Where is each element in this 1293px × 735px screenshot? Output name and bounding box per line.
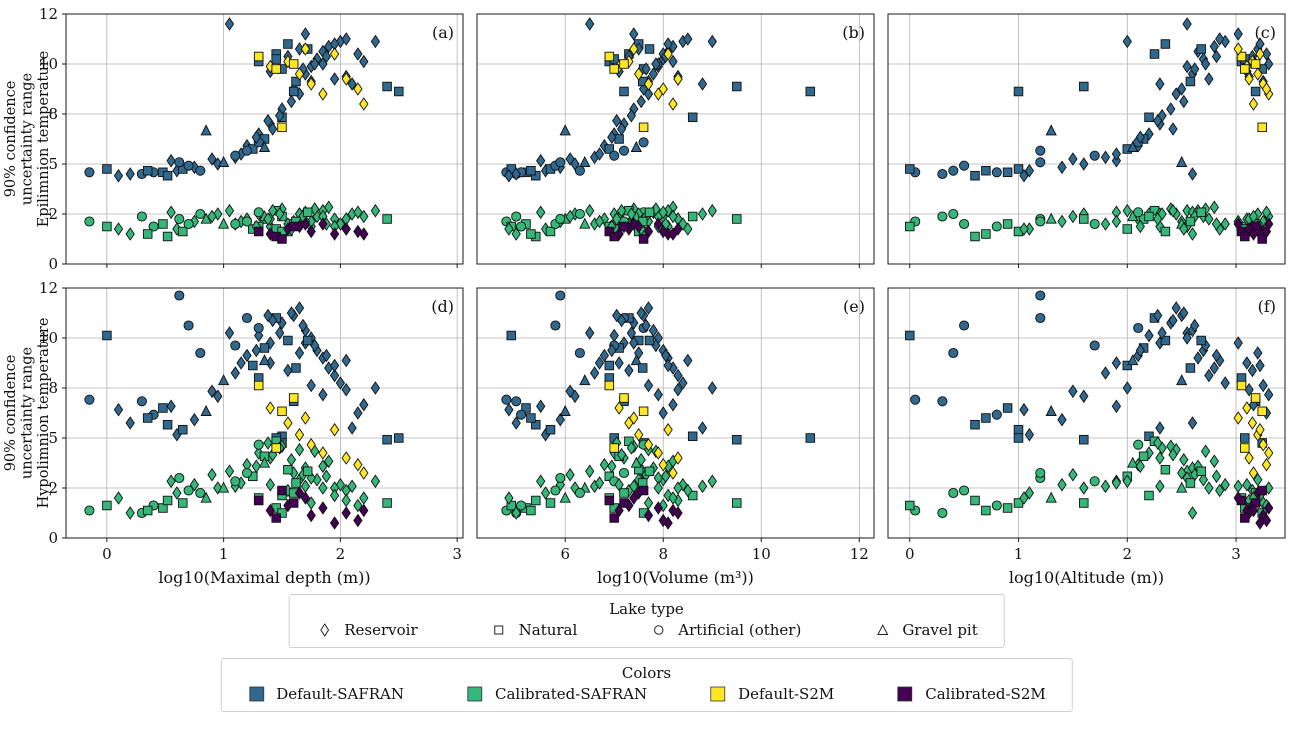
- y-tick-label: 12: [39, 5, 58, 23]
- lake-type-legend-item-square: Natural: [490, 621, 578, 639]
- lake-type-legend: Lake type Reservoir Natural Artificial (ot…: [288, 594, 1005, 648]
- lake-type-legend-item-triangle: Gravel pit: [873, 621, 978, 639]
- panel-tag: (c): [1255, 23, 1276, 42]
- y-tick-label: 2: [48, 205, 58, 223]
- colors-legend-title: Colors: [621, 664, 672, 682]
- y-tick-label: 12: [39, 279, 58, 297]
- x-tick-label: 1: [1014, 545, 1024, 563]
- y-axis-label-line: uncertainty range: [20, 73, 36, 205]
- triangle-icon: [876, 624, 888, 635]
- series-label: Calibrated-S2M: [925, 685, 1046, 703]
- x-axis-label: log10(Volume (m³)): [597, 568, 754, 587]
- x-axis-label: log10(Maximal depth (m)): [158, 568, 370, 587]
- panel-a: 0 2 5 8 10 12 (a): [39, 5, 464, 273]
- x-tick-label: 2: [1123, 545, 1133, 563]
- panel-b: (b): [476, 13, 875, 268]
- y-tick-label: 10: [39, 55, 58, 73]
- x-tick-label: 1: [219, 545, 229, 563]
- x-tick-label: 3: [1231, 545, 1241, 563]
- lake-type-legend-items: Reservoir Natural Artificial (other) Gravel…: [315, 621, 978, 639]
- lake-type-label: Artificial (other): [678, 621, 802, 639]
- series-label: Default-SAFRAN: [276, 685, 405, 703]
- panel-c: (c): [887, 13, 1286, 268]
- y-tick-label: 0: [48, 255, 58, 273]
- y-axis-label-line: 90% confidence: [3, 355, 19, 472]
- x-tick-label: 3: [452, 545, 462, 563]
- y-tick-label: 0: [48, 529, 58, 547]
- color-swatch: [467, 686, 483, 702]
- panel-tag: (d): [431, 297, 454, 316]
- panel-tag: (a): [432, 23, 454, 42]
- panel-tag: (f): [1258, 297, 1276, 316]
- lake-type-legend-item-circle: Artificial (other): [649, 621, 801, 639]
- y-axis-label-line: Hypolimnion temperature: [36, 318, 52, 509]
- square-icon: [494, 625, 504, 635]
- panel-tag: (b): [842, 23, 865, 42]
- lake-type-legend-title: Lake type: [609, 600, 684, 618]
- colors-legend: Colors Default-SAFRAN Calibrated-SAFRAN De…: [220, 658, 1073, 712]
- y-tick-label: 10: [39, 329, 58, 347]
- x-tick-label: 10: [752, 545, 771, 563]
- y-axis-label-line: uncertainty range: [20, 347, 36, 479]
- panel-e: 6 8 10 12 log10(Volume (m³)) (e): [476, 287, 875, 587]
- diamond-icon: [319, 623, 329, 637]
- panel-tag: (e): [843, 297, 865, 316]
- colors-legend-item-ds: Default-SAFRAN: [247, 685, 404, 703]
- x-tick-label: 0: [905, 545, 915, 563]
- x-tick-label: 2: [336, 545, 346, 563]
- panel-f: 0 1 2 3 log10(Altitude (m)) (f): [887, 287, 1286, 587]
- x-axis-label: log10(Altitude (m)): [1009, 568, 1164, 587]
- color-swatch: [248, 686, 264, 702]
- x-tick-label: 0: [102, 545, 112, 563]
- lake-type-label: Gravel pit: [902, 621, 978, 639]
- color-swatch: [710, 686, 726, 702]
- colors-legend-item-c2: Calibrated-S2M: [896, 685, 1046, 703]
- y-tick-label: 5: [48, 155, 58, 173]
- colors-legend-item-d2: Default-S2M: [709, 685, 834, 703]
- x-tick-label: 12: [850, 545, 869, 563]
- y-tick-label: 8: [48, 379, 58, 397]
- y-tick-label: 5: [48, 429, 58, 447]
- y-axis-label-line: Epilimnion temperature: [36, 51, 52, 227]
- colors-legend-item-cs: Calibrated-SAFRAN: [466, 685, 647, 703]
- y-axis-label-line: 90% confidence: [3, 81, 19, 198]
- colors-legend-items: Default-SAFRAN Calibrated-SAFRAN Default-S…: [247, 685, 1046, 703]
- color-swatch: [897, 686, 913, 702]
- x-tick-label: 8: [658, 545, 668, 563]
- lake-type-legend-item-diamond: Reservoir: [315, 621, 418, 639]
- series-label: Calibrated-SAFRAN: [495, 685, 648, 703]
- y-tick-label: 8: [48, 105, 58, 123]
- circle-icon: [653, 625, 663, 635]
- lake-type-label: Reservoir: [344, 621, 418, 639]
- x-tick-label: 6: [560, 545, 570, 563]
- series-label: Default-S2M: [738, 685, 835, 703]
- y-tick-label: 2: [48, 479, 58, 497]
- lake-type-label: Natural: [518, 621, 578, 639]
